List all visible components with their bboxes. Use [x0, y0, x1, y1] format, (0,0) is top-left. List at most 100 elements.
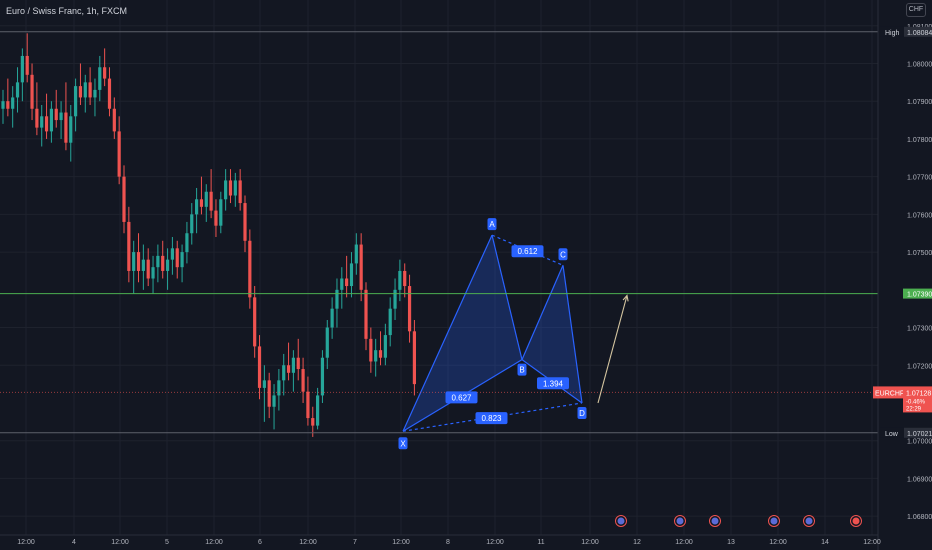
pattern-point-c: C	[558, 248, 568, 261]
candle	[117, 116, 121, 185]
candle	[156, 244, 160, 283]
candle	[141, 244, 145, 290]
current-price-bg	[903, 386, 932, 413]
candle	[35, 82, 39, 136]
event-marker[interactable]	[768, 515, 780, 527]
time-tick-label: 12:00	[205, 539, 223, 546]
event-marker[interactable]	[615, 515, 627, 527]
candle	[49, 101, 53, 143]
candle-body	[209, 191, 213, 211]
candle-body	[170, 248, 174, 260]
candle	[161, 240, 165, 279]
candle-body	[286, 365, 291, 373]
candle-body	[190, 214, 194, 234]
candle-body	[161, 255, 165, 271]
time-tick-label: 12:00	[392, 539, 410, 546]
candle	[378, 331, 383, 366]
candle-body	[364, 289, 368, 339]
pattern-point-d: D	[577, 406, 587, 419]
time-tick-label: 12:00	[486, 539, 504, 546]
candle	[6, 78, 10, 117]
candle-body	[195, 199, 199, 215]
candle-body	[15, 82, 20, 98]
candle-body	[204, 191, 208, 207]
ratio-label-ac: 0.612	[511, 245, 544, 258]
candle-body	[107, 78, 112, 109]
ratio-label-xb: 0.627	[445, 391, 478, 404]
level-value-bg	[903, 288, 932, 299]
candle	[316, 387, 320, 430]
countdown: 22:29	[906, 406, 922, 412]
flag-icon-inner	[805, 517, 813, 525]
low-tag-label: Low	[885, 431, 899, 438]
candle	[127, 206, 131, 283]
event-marker[interactable]	[709, 515, 721, 527]
candle-body	[378, 350, 383, 358]
candle-body	[403, 270, 407, 287]
candle	[190, 203, 194, 245]
price-tick-label: 1.06800	[907, 514, 932, 521]
time-tick-label: 4	[72, 539, 76, 546]
ratio-label-ac-bg	[511, 245, 544, 258]
candle	[151, 255, 155, 294]
candle-body	[199, 199, 204, 207]
candle-body	[156, 255, 160, 268]
time-tick-label: 14	[821, 539, 829, 546]
candle-body	[6, 101, 10, 109]
price-tick-label: 1.06900	[907, 476, 932, 483]
candle	[20, 48, 24, 102]
leg-bc	[521, 265, 564, 360]
candle	[272, 384, 276, 430]
candle	[40, 104, 44, 147]
candle	[175, 240, 179, 279]
candle	[180, 244, 184, 283]
ratio-label-xd-text: 0.823	[481, 414, 502, 423]
candlestick-series	[1, 33, 416, 437]
candle-body	[340, 278, 344, 290]
symbol-tag: EURCHF	[875, 390, 904, 397]
candle-body	[40, 116, 44, 128]
candle-body	[127, 221, 131, 271]
candle	[83, 74, 87, 113]
pattern-point-b-bg	[517, 363, 527, 376]
leg-xa	[402, 234, 493, 432]
event-marker[interactable]	[674, 515, 686, 527]
flag-icon-inner	[711, 517, 719, 525]
candle-body	[311, 418, 315, 426]
pattern-triangle-xab	[403, 235, 522, 432]
candle-body	[301, 369, 305, 392]
pattern-point-b: B	[517, 363, 527, 376]
candle	[359, 233, 363, 302]
time-tick-label: 12	[633, 539, 641, 546]
candle-body	[272, 395, 276, 407]
candle-body	[54, 108, 58, 121]
leg-cd	[562, 265, 583, 404]
event-marker[interactable]	[803, 515, 815, 527]
currency-button[interactable]: CHF	[906, 3, 926, 17]
time-tick-label: 13	[727, 539, 735, 546]
pattern-triangle-bcd	[522, 265, 582, 403]
candle-body	[93, 89, 97, 98]
projection-arrow-head	[622, 294, 629, 302]
candle-body	[296, 357, 300, 370]
candle-body	[151, 267, 155, 279]
candle	[15, 67, 20, 113]
candle	[311, 406, 315, 437]
price-tick-label: 1.07900	[907, 99, 932, 106]
event-marker[interactable]	[850, 515, 862, 527]
candle-body	[122, 176, 126, 222]
pattern-point-b-text: B	[519, 366, 524, 375]
ratio-label-xb-bg	[445, 391, 478, 404]
candle-body	[243, 203, 247, 241]
time-tick-label: 12:00	[581, 539, 599, 546]
price-tick-label: 1.07800	[907, 137, 932, 144]
candle	[74, 78, 78, 132]
candle-body	[103, 67, 107, 79]
candle	[354, 233, 358, 275]
candle	[146, 248, 150, 287]
pattern-point-d-bg	[577, 406, 587, 419]
candle	[219, 191, 223, 234]
time-tick-label: 12:00	[675, 539, 693, 546]
